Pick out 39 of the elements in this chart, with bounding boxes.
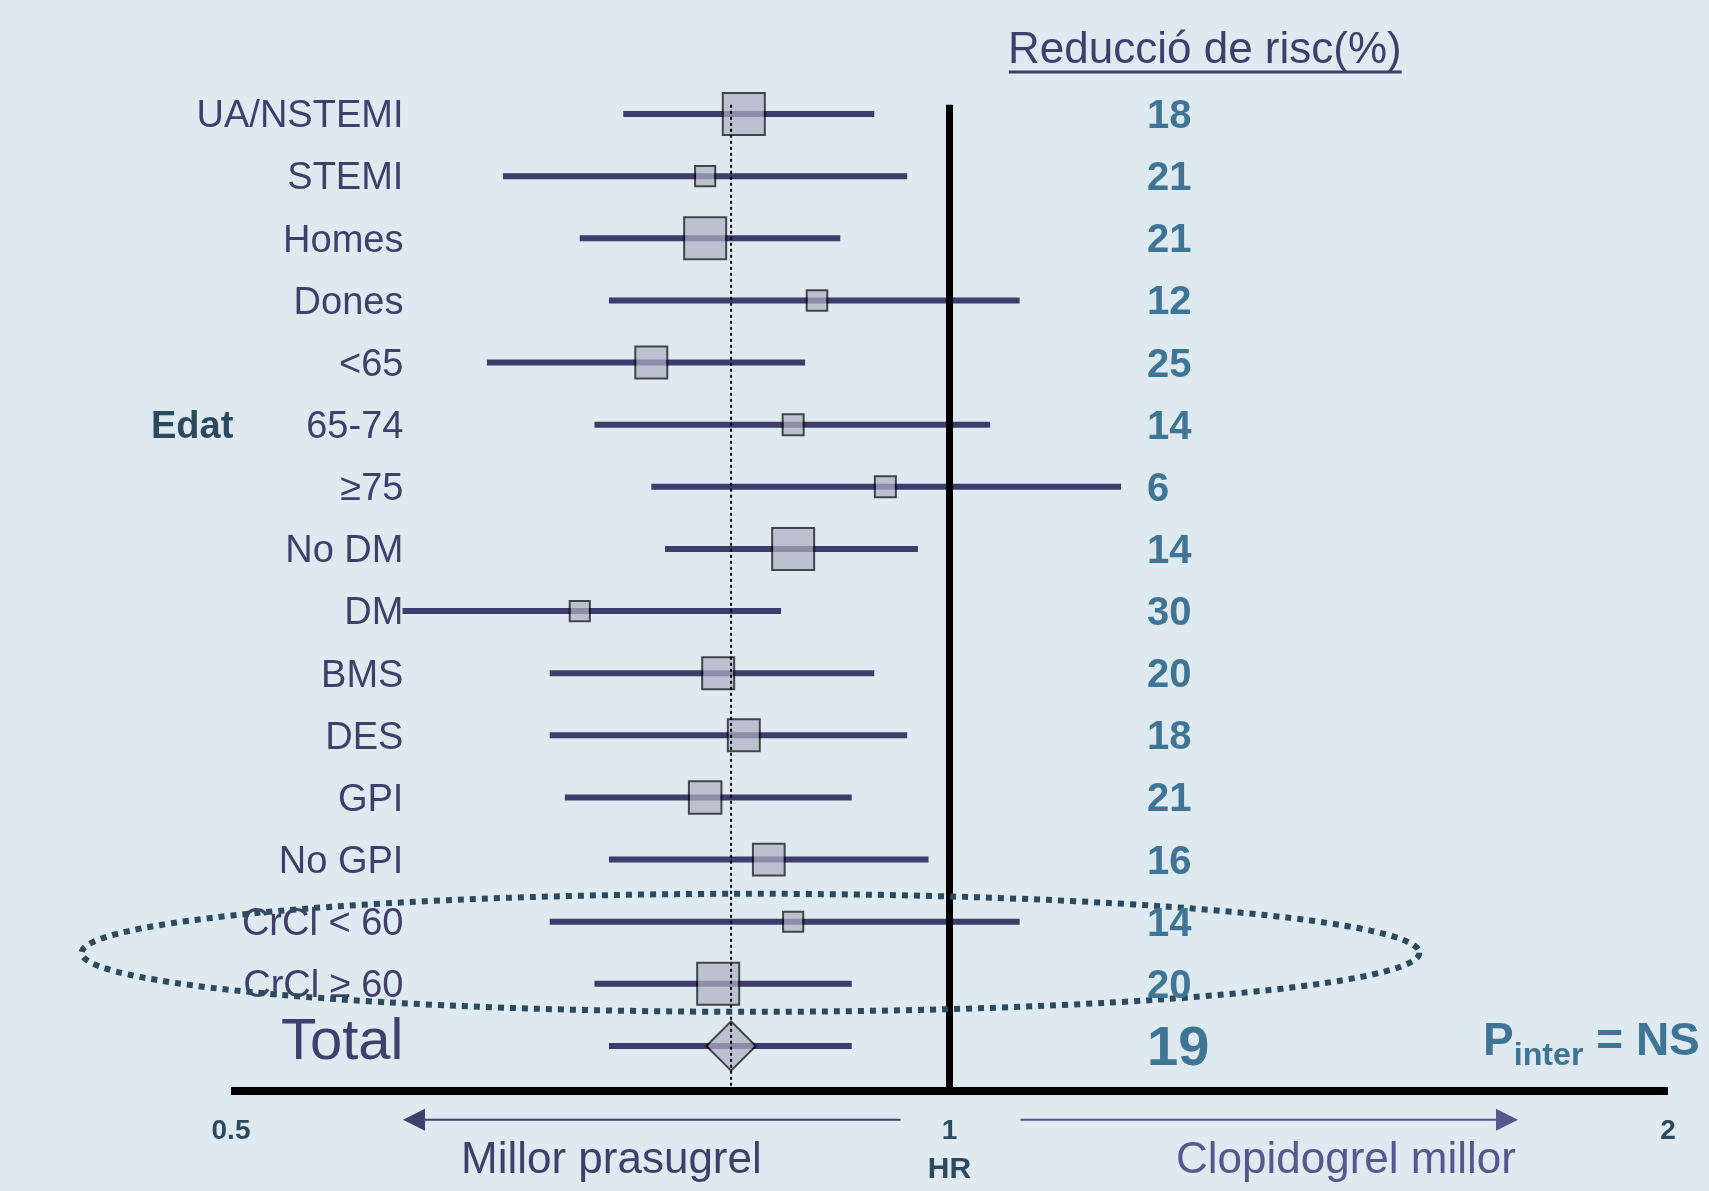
y-tick-label: <65 xyxy=(338,341,404,384)
y-tick-label: DM xyxy=(344,590,404,633)
annotation: 20 xyxy=(1147,962,1192,1006)
y-tick-label: No GPI xyxy=(278,838,404,881)
y-tick-label: DES xyxy=(325,714,404,757)
x-tick-label: 2 xyxy=(1660,1113,1676,1145)
text: Clopidogrel millor xyxy=(1176,1133,1516,1182)
annotation: 14 xyxy=(1147,527,1193,571)
y-tick-label: ≥75 xyxy=(340,466,404,509)
annotation: P$_{inter}$ = NS xyxy=(1483,1013,1700,1072)
y-tick-label: GPI xyxy=(337,776,404,819)
annotation: Edat xyxy=(151,404,234,446)
y-tick-label: UA/NSTEMI xyxy=(196,93,404,136)
annotation: 21 xyxy=(1147,154,1192,198)
annotation: 18 xyxy=(1147,713,1192,757)
x-axis-title: HR xyxy=(927,1150,972,1184)
annotation: 21 xyxy=(1147,216,1192,260)
annotation: 20 xyxy=(1147,651,1192,695)
y-tick-label: Total xyxy=(280,1006,404,1072)
annotation: 30 xyxy=(1147,589,1192,633)
annotation: 6 xyxy=(1147,465,1170,509)
annotation: 14 xyxy=(1147,403,1193,447)
y-tick-label: Homes xyxy=(283,217,404,260)
text: Reducció de risc(%) xyxy=(1008,23,1402,72)
x-tick-label: 1 xyxy=(941,1113,958,1145)
y-tick-label: No DM xyxy=(285,528,404,571)
x-tick-label: 0.5 xyxy=(211,1113,251,1145)
annotation: 19 xyxy=(1147,1014,1210,1077)
annotation: 21 xyxy=(1147,775,1192,819)
annotation: 25 xyxy=(1147,341,1192,385)
annotation: 12 xyxy=(1147,278,1192,322)
y-tick-label: Dones xyxy=(293,279,404,322)
y-tick-label: 65-74 xyxy=(306,404,404,446)
y-tick-label: STEMI xyxy=(287,155,404,198)
annotation: 18 xyxy=(1147,92,1192,136)
annotation: 16 xyxy=(1147,838,1192,882)
y-tick-label: BMS xyxy=(321,652,404,695)
annotation: 14 xyxy=(1147,900,1193,944)
text: Millor prasugrel xyxy=(461,1133,762,1182)
